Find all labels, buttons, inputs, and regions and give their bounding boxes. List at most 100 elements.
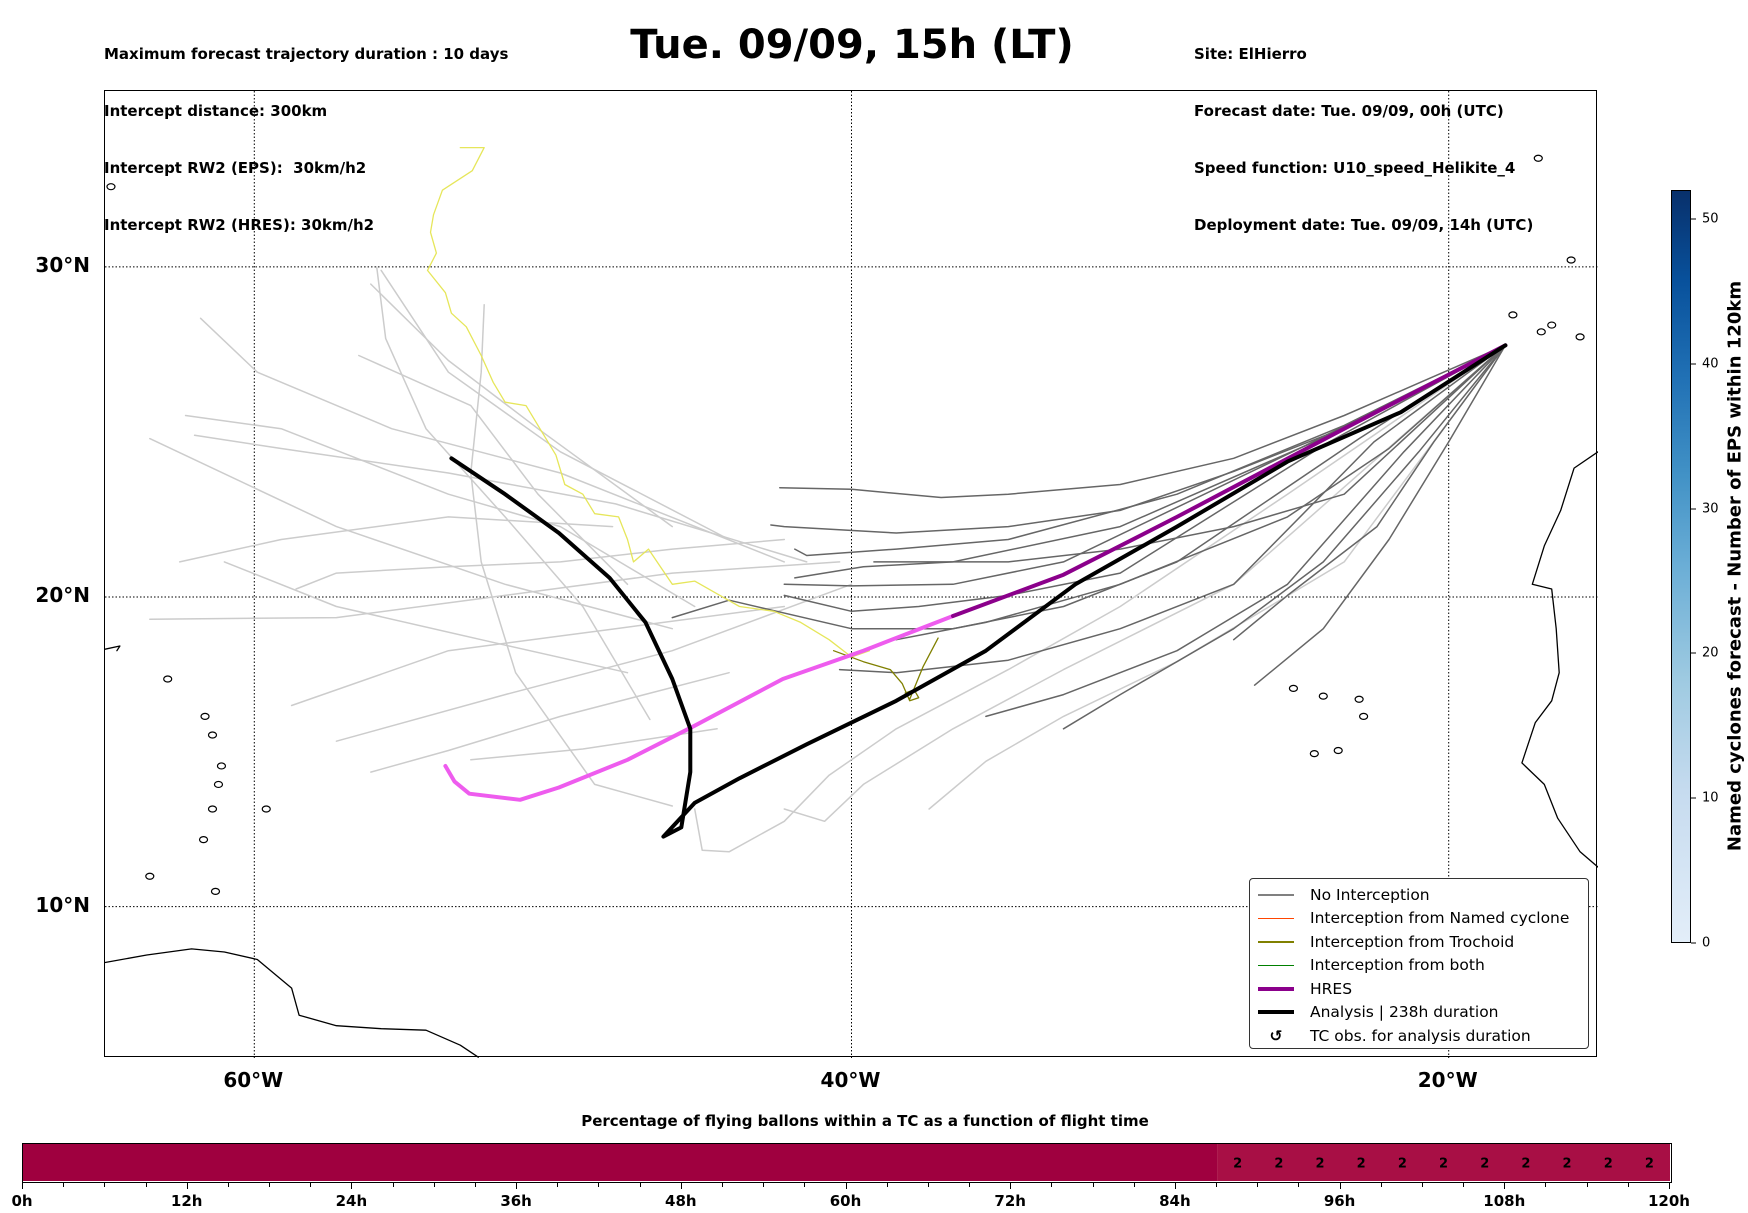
island	[1318, 692, 1328, 700]
tc-tick-mark	[104, 1183, 106, 1187]
legend-line-swatch	[1256, 917, 1296, 919]
island	[1547, 321, 1557, 329]
tc-tick-mark	[227, 1183, 229, 1187]
tc-bar-segment	[1217, 1144, 1670, 1181]
tc-cell-label: 2	[1439, 1157, 1448, 1172]
eps-trajectory	[895, 344, 1507, 641]
tc-tick-label: 12h	[170, 1192, 203, 1210]
island	[261, 805, 271, 813]
setting-line: Intercept distance: 300km	[104, 102, 328, 120]
eps-trajectory	[1253, 344, 1507, 686]
eps-trajectory-light	[223, 561, 629, 674]
colorbar-tick: 30	[1691, 501, 1719, 516]
tc-tick-mark	[1504, 1183, 1506, 1189]
tc-tick-mark	[721, 1183, 723, 1187]
island	[200, 712, 210, 721]
tc-tick-mark	[1010, 1183, 1012, 1189]
tc-tick-label: 48h	[665, 1192, 697, 1210]
eps-trajectory-light	[149, 561, 841, 620]
tc-tick-mark	[1257, 1183, 1259, 1187]
colorbar-tick-label: 30	[1702, 501, 1719, 517]
tc-cell-label: 2	[1521, 1157, 1530, 1172]
colorbar-tick-label: 20	[1702, 645, 1719, 661]
tc-cell-label: 2	[1233, 1157, 1242, 1172]
tc-tick-mark	[1092, 1183, 1094, 1187]
legend-label: Interception from both	[1310, 956, 1485, 975]
eps-trajectory-light	[149, 437, 674, 630]
lon-tick-label: 60°W	[223, 1068, 284, 1092]
island	[216, 762, 227, 770]
colorbar-tick-label: 40	[1702, 356, 1719, 372]
page-title: Tue. 09/09, 15h (LT)	[612, 22, 1092, 68]
island	[1354, 695, 1364, 703]
site-line: Forecast date: Tue. 09/09, 00h (UTC)	[1194, 102, 1504, 120]
colorbar-tick: 0	[1691, 936, 1710, 951]
tc-tick-mark	[845, 1183, 847, 1189]
legend-item: ↺ TC obs. for analysis duration	[1250, 1024, 1588, 1048]
lat-tick-label: 20°N	[35, 583, 90, 607]
tc-cell-label: 2	[1480, 1157, 1489, 1172]
tc-tick-mark	[804, 1183, 806, 1187]
coastline	[104, 948, 479, 1058]
lon-tick-label: 40°W	[820, 1068, 881, 1092]
tc-bar-canvas: 2 2 2 2 2 2 2 2 2 2 2	[23, 1144, 1670, 1181]
tc-tick-mark	[927, 1183, 929, 1187]
tc-bar-segment	[23, 1144, 1218, 1181]
tc-tick-mark	[1421, 1183, 1423, 1187]
eps-trajectory-light	[193, 434, 808, 563]
island	[1508, 311, 1518, 319]
legend-line-swatch	[1256, 1010, 1296, 1015]
tc-tick-mark	[969, 1183, 971, 1187]
tc-tick-mark	[598, 1183, 600, 1187]
tc-tick-mark	[1339, 1183, 1341, 1189]
site-info: Site: ElHierro Forecast date: Tue. 09/09…	[1194, 7, 1533, 254]
island	[1536, 328, 1546, 336]
island	[1533, 154, 1543, 162]
tc-tick-mark	[557, 1183, 559, 1187]
legend-label: Analysis | 238h duration	[1310, 1003, 1499, 1022]
hres-trajectory	[951, 343, 1508, 618]
map-canvas	[104, 91, 1599, 1058]
legend-item: Interception from Trochoid	[1250, 930, 1588, 954]
island	[207, 805, 218, 813]
eps-trajectory-light	[370, 283, 674, 528]
tc-tick-mark	[433, 1183, 435, 1187]
tc-tick-mark	[1463, 1183, 1465, 1187]
tc-tick-mark	[1669, 1183, 1670, 1189]
island	[1575, 333, 1585, 341]
colorbar-tick: 40	[1691, 356, 1719, 371]
tc-tick-mark	[1380, 1183, 1382, 1187]
colorbar-tick-label: 0	[1702, 935, 1711, 951]
island	[145, 872, 155, 880]
map-legend: No Interception Interception from Named c…	[1249, 878, 1589, 1049]
lat-tick-label: 30°N	[35, 252, 90, 277]
trajectory-trochoid-interception	[832, 637, 939, 702]
legend-line-swatch	[1256, 964, 1296, 966]
eps-trajectory	[779, 344, 1507, 499]
tc-cell-label: 2	[1398, 1157, 1407, 1172]
eps-trajectory	[985, 344, 1507, 718]
eps-trajectory-light	[375, 266, 651, 721]
eps-trajectory	[873, 344, 1507, 563]
tc-tick-label: 72h	[994, 1192, 1026, 1210]
island	[210, 887, 221, 896]
colorbar-tick: 50	[1691, 211, 1719, 226]
tc-cell-label: 2	[1315, 1157, 1324, 1172]
tc-tick-label: 36h	[500, 1192, 532, 1210]
colorbar-tick: 10	[1691, 791, 1719, 806]
setting-line: Intercept RW2 (HRES): 30km/h2	[104, 216, 375, 234]
tc-tick-mark	[63, 1183, 65, 1187]
eps-trajectory-light	[178, 516, 614, 563]
legend-line	[1258, 894, 1294, 896]
legend-item: Interception from Named cyclone	[1250, 907, 1588, 931]
island	[106, 183, 116, 191]
eps-trajectory	[1232, 344, 1507, 641]
eps-trajectory-light	[295, 538, 786, 590]
coastline	[1521, 451, 1599, 868]
eps-trajectory	[838, 344, 1507, 674]
legend-item: Analysis | 238h duration	[1250, 1001, 1588, 1025]
lon-tick-label: 20°W	[1417, 1068, 1478, 1092]
legend-item: Interception from both	[1250, 954, 1588, 978]
eps-trajectory-light	[290, 605, 786, 707]
island	[213, 780, 224, 789]
